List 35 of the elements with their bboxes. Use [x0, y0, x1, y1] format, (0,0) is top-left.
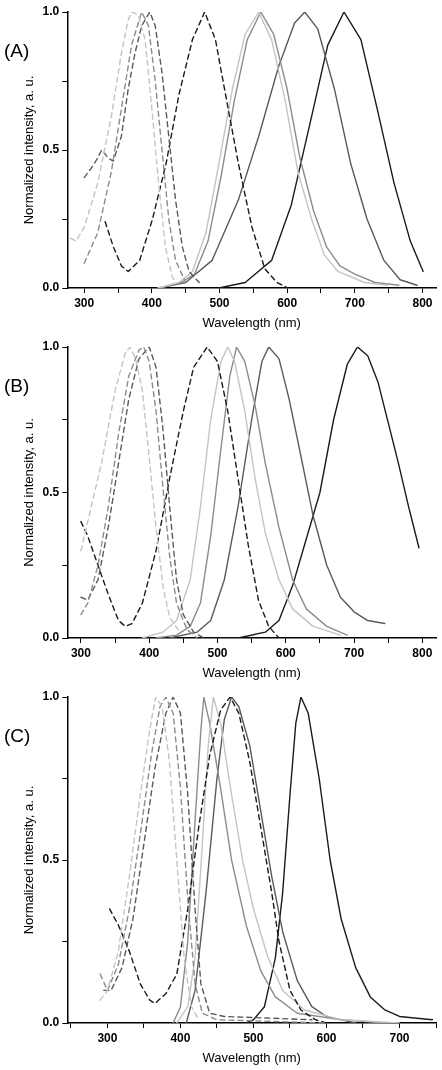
y-axis-title: Normalized intensity, a. u.	[21, 75, 37, 225]
x-tick-label: 800	[412, 295, 433, 310]
y-tick-label: 1.0	[42, 339, 60, 354]
y-tick-label: 0.0	[42, 280, 60, 295]
text: (A)	[4, 40, 30, 62]
x-tick-label: 300	[74, 295, 95, 310]
x-tick-label: 600	[316, 1030, 337, 1045]
x-tick-label: 300	[70, 645, 92, 660]
x-tick-label: 300	[97, 1030, 118, 1045]
y-tick-label: 0.0	[42, 1015, 60, 1030]
x-tick-label: 700	[389, 1030, 410, 1045]
x-tick-label: 500	[209, 295, 230, 310]
x-tick-label: 700	[344, 295, 366, 310]
x-tick-label: 600	[277, 295, 298, 310]
y-axis-title: Normalized intensity, a. u.	[21, 418, 37, 567]
x-axis-title: Wavelength (nm)	[202, 664, 301, 680]
y-tick-label: 0.5	[42, 852, 60, 867]
x-tick-label: 400	[139, 645, 160, 660]
x-tick-label: 400	[170, 1030, 191, 1045]
y-tick-label: 0.5	[42, 142, 60, 157]
x-tick-label: 700	[344, 645, 365, 660]
x-tick-label: 600	[275, 645, 297, 660]
x-tick-label: 400	[141, 295, 163, 310]
y-tick-label: 0.0	[42, 630, 60, 645]
x-axis-title: Wavelength (nm)	[202, 1049, 301, 1065]
y-tick-label: 1.0	[42, 689, 60, 704]
y-tick-label: 1.0	[42, 4, 60, 19]
y-tick-label: 0.5	[42, 484, 60, 499]
y-axis-title: Normalized intensity, a. u.	[21, 785, 37, 935]
x-axis-title: Wavelength (nm)	[202, 314, 301, 330]
x-tick-label: 500	[207, 645, 228, 660]
x-tick-label: 500	[243, 1030, 264, 1045]
x-tick-label: 800	[412, 645, 433, 660]
text: (B)	[4, 375, 30, 397]
text: (C)	[4, 725, 31, 747]
